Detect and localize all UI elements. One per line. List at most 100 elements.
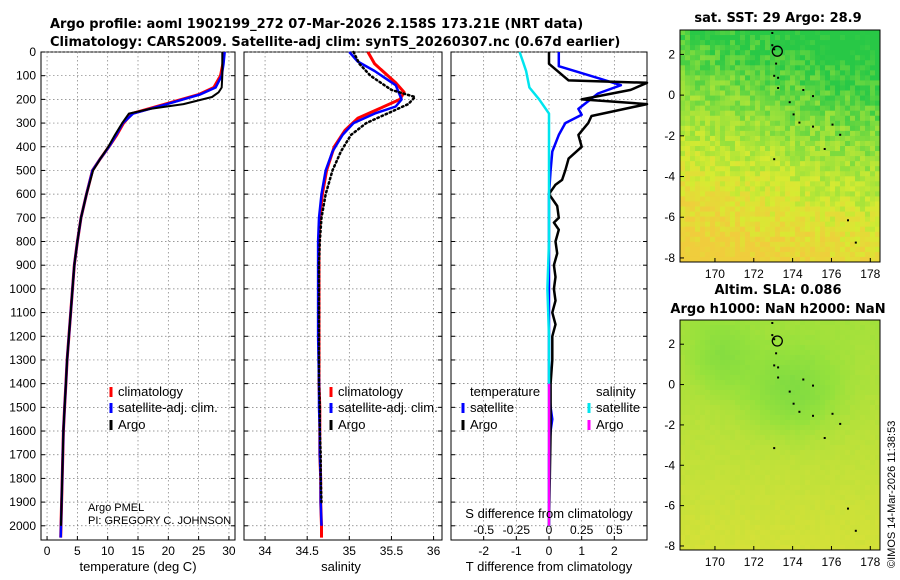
sla-map-cell bbox=[795, 405, 801, 411]
sst-map-cell bbox=[685, 45, 691, 51]
sla-map-cell bbox=[750, 535, 756, 541]
sst-map-cell bbox=[870, 80, 876, 86]
sst-map-cell bbox=[780, 211, 786, 218]
sst-map-cell bbox=[790, 105, 796, 112]
sla-map-cell bbox=[765, 380, 771, 386]
sla-map-cell bbox=[775, 470, 781, 476]
sst-map-cell bbox=[785, 201, 791, 207]
sla-map-cell bbox=[785, 525, 791, 531]
sst-map-cell bbox=[745, 216, 751, 223]
sla-map-cell bbox=[730, 355, 736, 361]
sla-map-cell bbox=[755, 540, 761, 546]
sst-map-cell bbox=[870, 256, 876, 263]
sla-map-cell bbox=[810, 515, 816, 521]
sla-map-cell bbox=[735, 355, 741, 361]
sst-map-cell bbox=[785, 151, 791, 157]
sst-map-cell bbox=[795, 30, 801, 36]
sst-map-cell bbox=[725, 201, 731, 207]
sla-map-cell bbox=[875, 530, 881, 536]
sst-map-cell bbox=[845, 95, 851, 102]
sla-map-cell bbox=[780, 450, 786, 456]
sst-map-cell bbox=[775, 70, 781, 76]
sla-map-cell bbox=[855, 335, 861, 341]
sst-map-cell bbox=[715, 166, 721, 172]
sla-map-cell bbox=[770, 405, 776, 411]
sst-map-cell bbox=[770, 35, 776, 41]
sst-map-cell bbox=[875, 95, 881, 102]
sla-map-cell bbox=[840, 475, 846, 481]
sla-map-cell bbox=[790, 515, 796, 521]
sla-map-cell bbox=[770, 420, 776, 426]
sst-map-cell bbox=[710, 161, 716, 167]
sla-map-cell bbox=[870, 415, 876, 421]
sst-map-cell bbox=[740, 120, 746, 127]
sst-map-cell bbox=[725, 171, 731, 177]
sla-map-cell bbox=[860, 385, 866, 391]
sla-map-cell bbox=[720, 405, 726, 411]
sla-map-cell bbox=[770, 325, 776, 331]
sst-map-cell bbox=[795, 125, 801, 132]
sla-map-cell bbox=[815, 355, 821, 361]
sst-map-cell bbox=[785, 75, 791, 81]
sla-map-cell bbox=[725, 375, 731, 381]
sla-map-cell bbox=[785, 395, 791, 401]
sla-map-cell bbox=[795, 400, 801, 406]
sst-map-cell bbox=[745, 221, 751, 228]
sst-map-cell bbox=[840, 151, 846, 157]
sst-map-cell bbox=[710, 70, 716, 76]
sst-map-cell bbox=[730, 166, 736, 172]
island-dot bbox=[773, 48, 776, 51]
sla-map-cell bbox=[800, 535, 806, 541]
sla-map-cell bbox=[765, 340, 771, 346]
sla-map-cell bbox=[865, 380, 871, 386]
sst-map-cell bbox=[810, 30, 816, 36]
sla-map-cell bbox=[870, 385, 876, 391]
sla-map-cell bbox=[825, 540, 831, 546]
sst-map-cell bbox=[695, 221, 701, 228]
sst-map-cell bbox=[840, 226, 846, 233]
sla-map-cell bbox=[690, 355, 696, 361]
sla-map-cell bbox=[820, 495, 826, 501]
sla-map-cell bbox=[840, 360, 846, 366]
sst-map-cell bbox=[855, 120, 861, 127]
sst-map-cell bbox=[685, 236, 691, 243]
sla-map-cell bbox=[845, 395, 851, 401]
sla-map-cell bbox=[740, 465, 746, 471]
sst-map-cell bbox=[730, 50, 736, 56]
sst-map-cell bbox=[865, 201, 871, 207]
sst-map-cell bbox=[750, 236, 756, 243]
sst-map-cell bbox=[755, 226, 761, 233]
sla-map-cell bbox=[795, 415, 801, 421]
sla-map-cell bbox=[830, 420, 836, 426]
sst-map-cell bbox=[860, 181, 866, 187]
sst-map-cell bbox=[795, 120, 801, 127]
sst-map-cell bbox=[850, 196, 856, 202]
sla-map-cell bbox=[750, 345, 756, 351]
sst-map-cell bbox=[740, 85, 746, 91]
sla-map-cell bbox=[805, 510, 811, 516]
sla-map-cell bbox=[750, 340, 756, 346]
sla-map-cell bbox=[700, 340, 706, 346]
sla-map-cell bbox=[840, 325, 846, 331]
sla-map-cell bbox=[715, 440, 721, 446]
sla-map-cell bbox=[785, 325, 791, 331]
sst-map-cell bbox=[695, 161, 701, 167]
sst-map-cell bbox=[725, 191, 731, 197]
sst-map-cell bbox=[875, 45, 881, 51]
sst-map-cell bbox=[860, 236, 866, 243]
sst-map-cell bbox=[710, 146, 716, 152]
sst-map-cell bbox=[680, 176, 686, 182]
sst-map-cell bbox=[805, 55, 811, 61]
sla-map-cell bbox=[855, 460, 861, 466]
sst-map-cell bbox=[760, 186, 766, 192]
sla-map-cell bbox=[775, 545, 781, 551]
island-dot bbox=[773, 158, 776, 161]
sst-map-cell bbox=[795, 226, 801, 233]
sla-map-cell bbox=[760, 540, 766, 546]
sla-map-cell bbox=[750, 435, 756, 441]
sst-map-cell bbox=[755, 146, 761, 152]
sla-map-cell bbox=[705, 505, 711, 511]
sla-map-cell bbox=[705, 535, 711, 541]
sst-map-cell bbox=[770, 236, 776, 243]
island-dot bbox=[812, 384, 814, 387]
